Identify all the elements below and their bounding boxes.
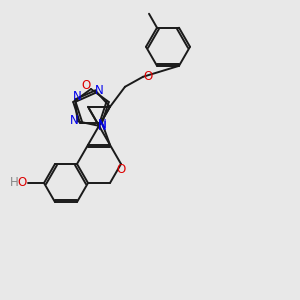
Text: N: N bbox=[98, 118, 106, 131]
Text: O: O bbox=[17, 176, 27, 190]
Text: N: N bbox=[98, 120, 106, 133]
Text: N: N bbox=[73, 90, 82, 103]
Text: N: N bbox=[70, 114, 79, 127]
Text: N: N bbox=[95, 84, 104, 97]
Text: O: O bbox=[116, 164, 126, 176]
Text: H: H bbox=[10, 176, 18, 190]
Text: O: O bbox=[143, 70, 153, 83]
Text: O: O bbox=[81, 79, 91, 92]
